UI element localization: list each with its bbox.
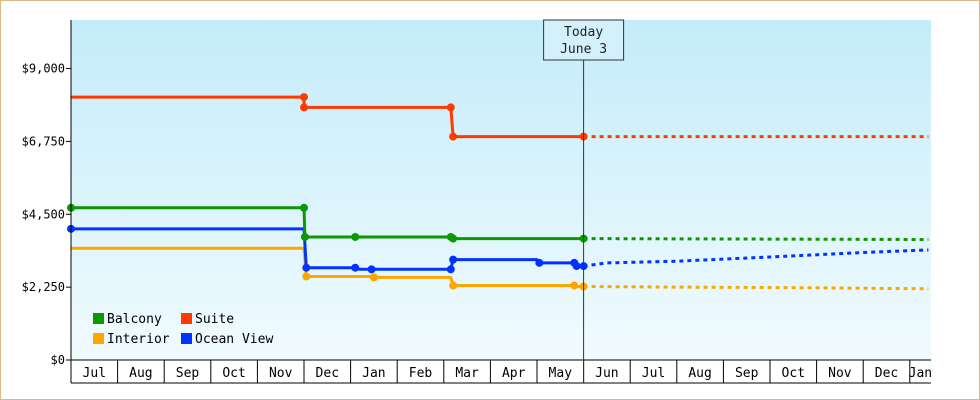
today-label-box [543, 19, 625, 61]
today-label-text: Today [564, 25, 603, 40]
y-tick-label: $0 [51, 353, 65, 367]
legend-label: Balcony [107, 312, 162, 327]
data-point [449, 281, 458, 290]
data-point [572, 262, 581, 271]
x-tick-label: Apr [502, 366, 526, 381]
legend-swatch [181, 313, 192, 324]
x-tick-label: Mar [455, 366, 479, 381]
data-point [300, 103, 308, 112]
data-point [300, 232, 309, 241]
today-label-text: June 3 [560, 42, 607, 57]
data-point [535, 258, 544, 267]
x-tick-label: Nov [828, 366, 852, 381]
x-tick-label: Oct [222, 366, 245, 381]
x-tick-label: May [549, 366, 573, 381]
y-tick-label: $6,750 [22, 134, 65, 148]
forecast-line [583, 237, 929, 241]
y-tick-label: $4,500 [22, 207, 65, 221]
x-tick-label: Nov [269, 366, 293, 381]
data-point [302, 263, 311, 272]
data-point [351, 232, 360, 241]
data-point [367, 265, 376, 274]
x-tick-label: Jun [595, 366, 618, 381]
legend-label: Ocean View [195, 332, 273, 347]
data-point [449, 255, 458, 264]
x-tick-label: Jan [909, 366, 932, 381]
x-tick-label: Dec [316, 366, 339, 381]
x-tick-label: Dec [875, 366, 898, 381]
data-point [300, 203, 308, 212]
data-point [570, 281, 579, 290]
data-point [351, 263, 360, 272]
data-point [446, 103, 455, 112]
data-point [449, 132, 458, 141]
data-point [369, 273, 378, 282]
series-line [71, 95, 584, 139]
legend-swatch [93, 333, 104, 344]
x-tick-label: Aug [129, 366, 152, 381]
x-tick-label: Jul [83, 366, 106, 381]
x-tick-label: Oct [782, 366, 805, 381]
legend-label: Interior [107, 332, 170, 347]
plot-background [71, 20, 931, 360]
x-tick-label: Jul [642, 366, 665, 381]
y-tick-label: $2,250 [22, 280, 65, 294]
legend-swatch [181, 333, 192, 344]
data-point [446, 265, 455, 274]
forecast-line [583, 248, 929, 268]
x-tick-label: Aug [688, 366, 711, 381]
legend-swatch [93, 313, 104, 324]
x-tick-label: Sep [735, 366, 759, 381]
data-point [300, 93, 308, 102]
x-tick-label: Feb [409, 366, 433, 381]
data-point [449, 234, 458, 243]
x-tick-label: Jan [362, 366, 385, 381]
series-line [71, 206, 584, 241]
forecast-line [583, 285, 929, 291]
legend-label: Suite [195, 312, 234, 327]
data-point [302, 272, 311, 281]
y-tick-label: $9,000 [22, 62, 65, 76]
x-tick-label: Sep [176, 366, 200, 381]
